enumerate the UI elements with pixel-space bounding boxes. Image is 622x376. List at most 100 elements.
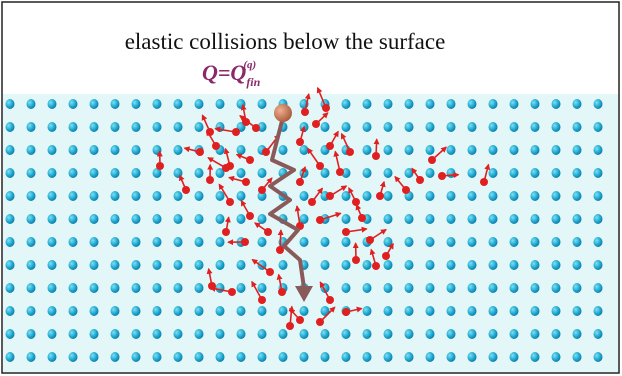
lattice-atom xyxy=(195,191,204,201)
lattice-atom xyxy=(384,329,393,339)
lattice-atom xyxy=(342,99,351,109)
lattice-atom xyxy=(573,168,582,178)
lattice-atom xyxy=(237,191,246,201)
recoil-atom xyxy=(416,176,424,184)
lattice-atom xyxy=(531,191,540,201)
lattice-atom xyxy=(69,329,78,339)
lattice-atom xyxy=(258,99,267,109)
lattice-atom xyxy=(237,214,246,224)
lattice-atom xyxy=(90,168,99,178)
lattice-atom xyxy=(552,352,561,362)
lattice-atom xyxy=(531,99,540,109)
lattice-atom xyxy=(27,214,36,224)
lattice-atom xyxy=(6,329,15,339)
lattice-atom xyxy=(384,260,393,270)
lattice-atom xyxy=(111,191,120,201)
recoil-atom xyxy=(358,214,366,222)
lattice-atom xyxy=(216,260,225,270)
lattice-atom xyxy=(6,99,15,109)
lattice-atom xyxy=(321,122,330,132)
lattice-atom xyxy=(90,352,99,362)
recoil-atom xyxy=(326,296,334,304)
lattice-atom xyxy=(447,145,456,155)
lattice-atom xyxy=(132,145,141,155)
lattice-atom xyxy=(594,145,603,155)
lattice-atom xyxy=(342,237,351,247)
lattice-atom xyxy=(405,352,414,362)
lattice-atom xyxy=(237,99,246,109)
lattice-atom xyxy=(426,145,435,155)
recoil-atom xyxy=(252,124,260,132)
lattice-atom xyxy=(468,237,477,247)
lattice-atom xyxy=(69,237,78,247)
lattice-atom xyxy=(48,306,57,316)
lattice-atom xyxy=(405,214,414,224)
recoil-atom xyxy=(156,162,164,170)
lattice-atom xyxy=(132,260,141,270)
recoil-atom xyxy=(222,164,230,172)
lattice-atom xyxy=(174,168,183,178)
lattice-atom xyxy=(594,283,603,293)
lattice-atom xyxy=(90,122,99,132)
lattice-atom xyxy=(531,122,540,132)
q-sub: fin xyxy=(246,75,260,89)
lattice-atom xyxy=(531,260,540,270)
lattice-atom xyxy=(384,283,393,293)
lattice-atom xyxy=(468,168,477,178)
lattice-atom xyxy=(489,122,498,132)
lattice-atom xyxy=(489,260,498,270)
lattice-atom xyxy=(552,99,561,109)
lattice-atom xyxy=(279,260,288,270)
lattice-atom xyxy=(489,306,498,316)
lattice-atom xyxy=(405,99,414,109)
lattice-atom xyxy=(195,283,204,293)
lattice-atom xyxy=(321,260,330,270)
lattice-atom xyxy=(258,214,267,224)
lattice-atom xyxy=(468,306,477,316)
recoil-atom xyxy=(286,322,294,330)
lattice-atom xyxy=(573,306,582,316)
lattice-atom xyxy=(195,214,204,224)
lattice-atom xyxy=(384,99,393,109)
lattice-atom xyxy=(216,352,225,362)
lattice-atom xyxy=(342,352,351,362)
lattice-atom xyxy=(447,306,456,316)
lattice-atom xyxy=(6,352,15,362)
lattice-atom xyxy=(405,237,414,247)
lattice-atom xyxy=(174,99,183,109)
lattice-atom xyxy=(594,352,603,362)
recoil-atom xyxy=(296,178,304,186)
lattice-atom xyxy=(384,191,393,201)
lattice-atom xyxy=(426,283,435,293)
lattice-atom xyxy=(447,260,456,270)
lattice-atom xyxy=(573,145,582,155)
lattice-atom xyxy=(342,214,351,224)
lattice-atom xyxy=(258,237,267,247)
lattice-atom xyxy=(174,352,183,362)
lattice-atom xyxy=(69,191,78,201)
lattice-atom xyxy=(426,122,435,132)
lattice-atom xyxy=(174,145,183,155)
recoil-atom xyxy=(241,238,249,246)
lattice-atom xyxy=(363,329,372,339)
lattice-atom xyxy=(489,99,498,109)
recoil-atom xyxy=(376,192,384,200)
lattice-atom xyxy=(594,99,603,109)
lattice-atom xyxy=(27,352,36,362)
lattice-atom xyxy=(531,306,540,316)
lattice-atom xyxy=(363,168,372,178)
recoil-atom xyxy=(480,178,488,186)
lattice-atom xyxy=(237,145,246,155)
lattice-atom xyxy=(90,214,99,224)
lattice-atom xyxy=(216,237,225,247)
recoil-atom xyxy=(228,288,236,296)
lattice-atom xyxy=(573,283,582,293)
recoil-atom xyxy=(352,198,360,206)
lattice-atom xyxy=(510,99,519,109)
recoil-atom xyxy=(296,138,304,146)
lattice-atom xyxy=(111,237,120,247)
recoil-atom xyxy=(428,156,436,164)
lattice-atom xyxy=(510,283,519,293)
lattice-atom xyxy=(573,99,582,109)
lattice-atom xyxy=(90,329,99,339)
